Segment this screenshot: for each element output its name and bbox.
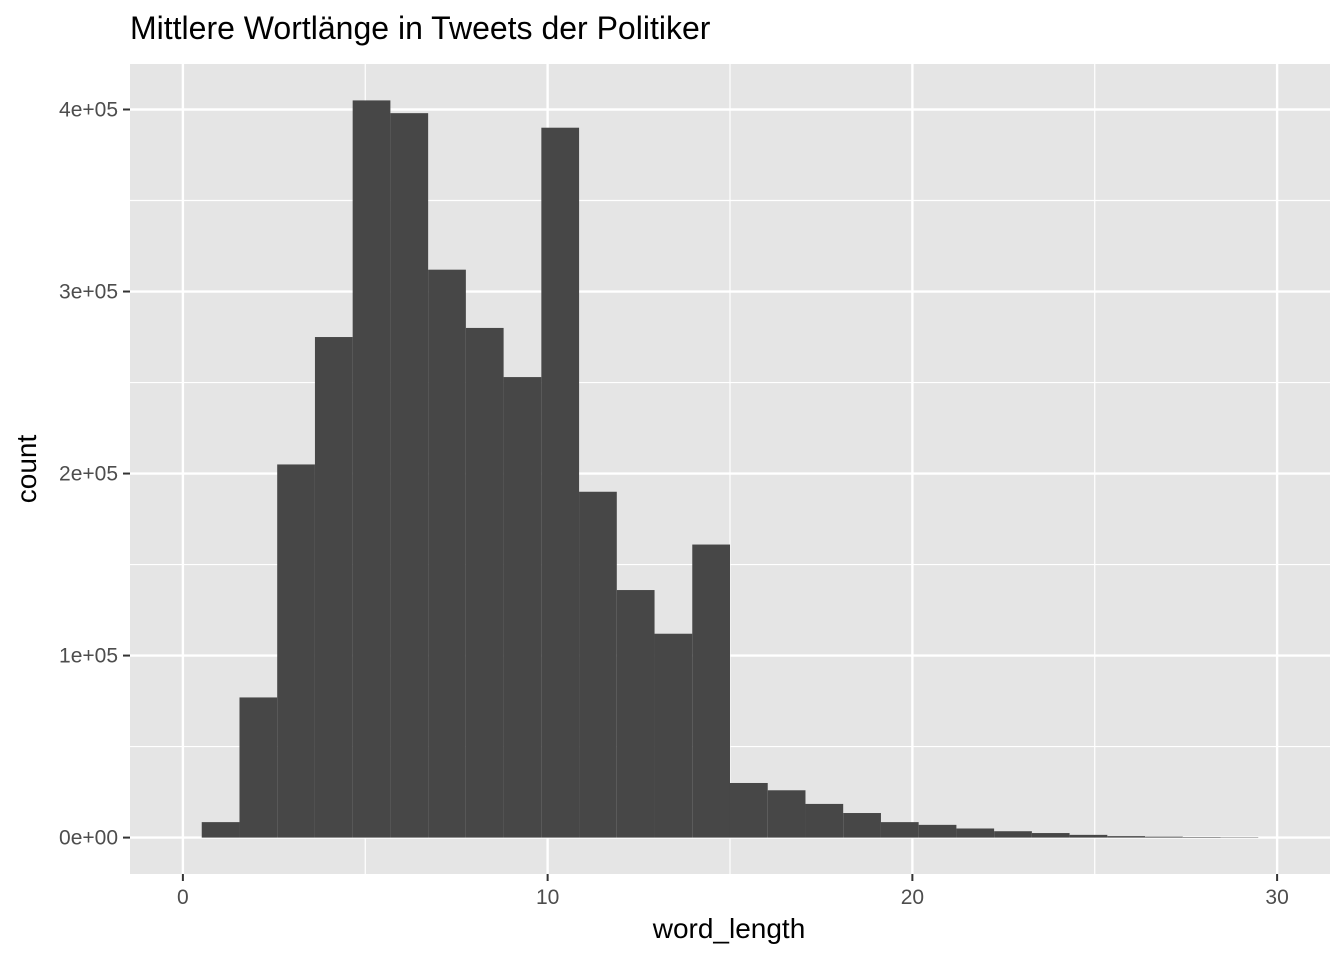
histogram-bar — [503, 377, 542, 838]
histogram-bar — [465, 327, 504, 838]
y-tick-label: 1e+05 — [59, 645, 118, 668]
y-tick-label: 3e+05 — [59, 281, 118, 304]
histogram-bar — [1182, 837, 1221, 838]
histogram-bar — [994, 831, 1032, 838]
histogram-bar — [428, 269, 466, 838]
histogram-bar — [956, 828, 995, 838]
histogram-bar — [843, 813, 881, 838]
histogram-bar — [390, 113, 429, 838]
histogram-bars — [201, 100, 1259, 838]
x-tick-label: 30 — [1265, 886, 1288, 909]
chart-title: Mittlere Wortlänge in Tweets der Politik… — [130, 10, 711, 46]
histogram-bar — [1107, 836, 1146, 838]
histogram-bar — [314, 337, 353, 838]
histogram-bar — [767, 790, 806, 838]
histogram-bar — [201, 822, 240, 838]
y-tick-label: 4e+05 — [59, 99, 118, 122]
x-tick-label: 10 — [536, 886, 559, 909]
histogram-bar — [1069, 834, 1108, 838]
histogram-bar — [352, 100, 391, 838]
histogram-bar — [729, 782, 768, 838]
y-axis-title: count — [11, 435, 42, 504]
x-tick-label: 20 — [901, 886, 924, 909]
histogram-bar — [1031, 833, 1070, 838]
histogram-bar — [277, 464, 315, 838]
histogram-bar — [918, 824, 957, 838]
histogram-bar — [880, 822, 919, 838]
x-axis-title: word_length — [652, 913, 806, 944]
y-tick-label: 0e+00 — [59, 827, 118, 850]
histogram-bar — [805, 803, 844, 838]
y-axis: 0e+00 1e+05 2e+05 3e+05 4e+05 — [59, 99, 130, 850]
histogram-bar — [654, 633, 693, 838]
x-tick-label: 0 — [177, 886, 189, 909]
histogram-bar — [692, 544, 731, 838]
y-tick-label: 2e+05 — [59, 463, 118, 486]
histogram-bar — [1145, 836, 1183, 838]
histogram-bar — [239, 697, 278, 838]
histogram-bar — [616, 590, 655, 838]
x-axis: 0 10 20 30 — [177, 874, 1289, 909]
histogram-bar — [541, 127, 580, 838]
histogram-bar — [579, 491, 617, 838]
